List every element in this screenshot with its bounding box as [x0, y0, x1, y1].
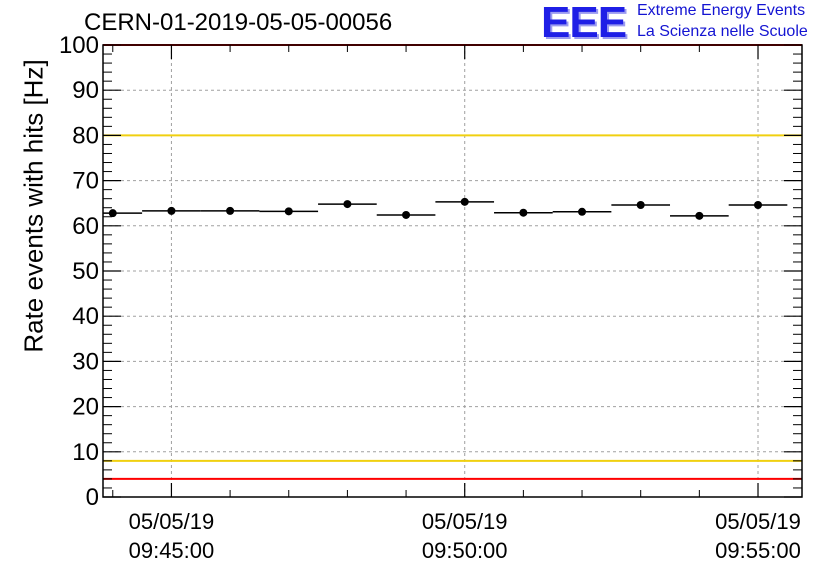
- logo-line-2: La Scienza nelle Scuole: [637, 23, 808, 40]
- data-point: [670, 211, 729, 220]
- point-marker: [167, 206, 176, 215]
- data-point: [200, 206, 260, 215]
- logo-line-1: Extreme Energy Events: [637, 2, 806, 19]
- eee-logo: EEE: [541, 0, 627, 47]
- reference-lines: [103, 44, 802, 480]
- chart-title: CERN-01-2019-05-05-00056: [84, 9, 393, 36]
- y-tick-label: 70: [72, 168, 99, 195]
- y-tick-label: 20: [72, 394, 99, 421]
- point-marker: [284, 207, 293, 216]
- data-point: [611, 201, 671, 210]
- point-marker: [460, 197, 469, 206]
- y-tick-label: 10: [72, 439, 99, 466]
- point-marker: [578, 207, 587, 216]
- x-tick-time: 09:55:00: [715, 538, 801, 563]
- data-point: [552, 207, 612, 216]
- x-tick-time: 09:45:00: [129, 538, 215, 563]
- data-point: [435, 197, 495, 206]
- y-tick-label: 50: [72, 258, 99, 285]
- data-point: [376, 210, 436, 219]
- data-point: [259, 207, 319, 216]
- data-point: [103, 209, 143, 218]
- x-tick-time: 09:50:00: [422, 538, 508, 563]
- data-point: [494, 208, 553, 217]
- point-marker: [226, 206, 235, 215]
- x-tick-date: 05/05/19: [422, 509, 508, 534]
- point-marker: [636, 201, 645, 210]
- y-tick-label: 60: [72, 213, 99, 240]
- point-marker: [343, 200, 352, 209]
- y-tick-label: 90: [72, 77, 99, 104]
- x-axis: 05/05/19 09:45:00 05/05/19 09:50:00 05/05/19…: [112, 45, 801, 563]
- point-marker: [519, 208, 528, 217]
- data-point: [728, 201, 788, 210]
- point-marker: [108, 209, 117, 218]
- point-marker: [402, 210, 411, 219]
- y-axis: 0 10 20 30 40 50 60 70 80 90 100: [59, 32, 802, 511]
- data-points: [103, 197, 788, 220]
- grid: [103, 45, 802, 497]
- y-tick-label: 30: [72, 348, 99, 375]
- point-marker: [695, 211, 704, 220]
- y-tick-label: 40: [72, 303, 99, 330]
- y-tick-label: 0: [86, 484, 99, 511]
- data-point: [318, 200, 377, 209]
- y-tick-label: 80: [72, 122, 99, 149]
- y-tick-label: 100: [59, 32, 99, 59]
- x-tick-date: 05/05/19: [129, 509, 215, 534]
- data-point: [142, 206, 201, 215]
- x-tick-date: 05/05/19: [715, 509, 801, 534]
- point-marker: [754, 201, 763, 210]
